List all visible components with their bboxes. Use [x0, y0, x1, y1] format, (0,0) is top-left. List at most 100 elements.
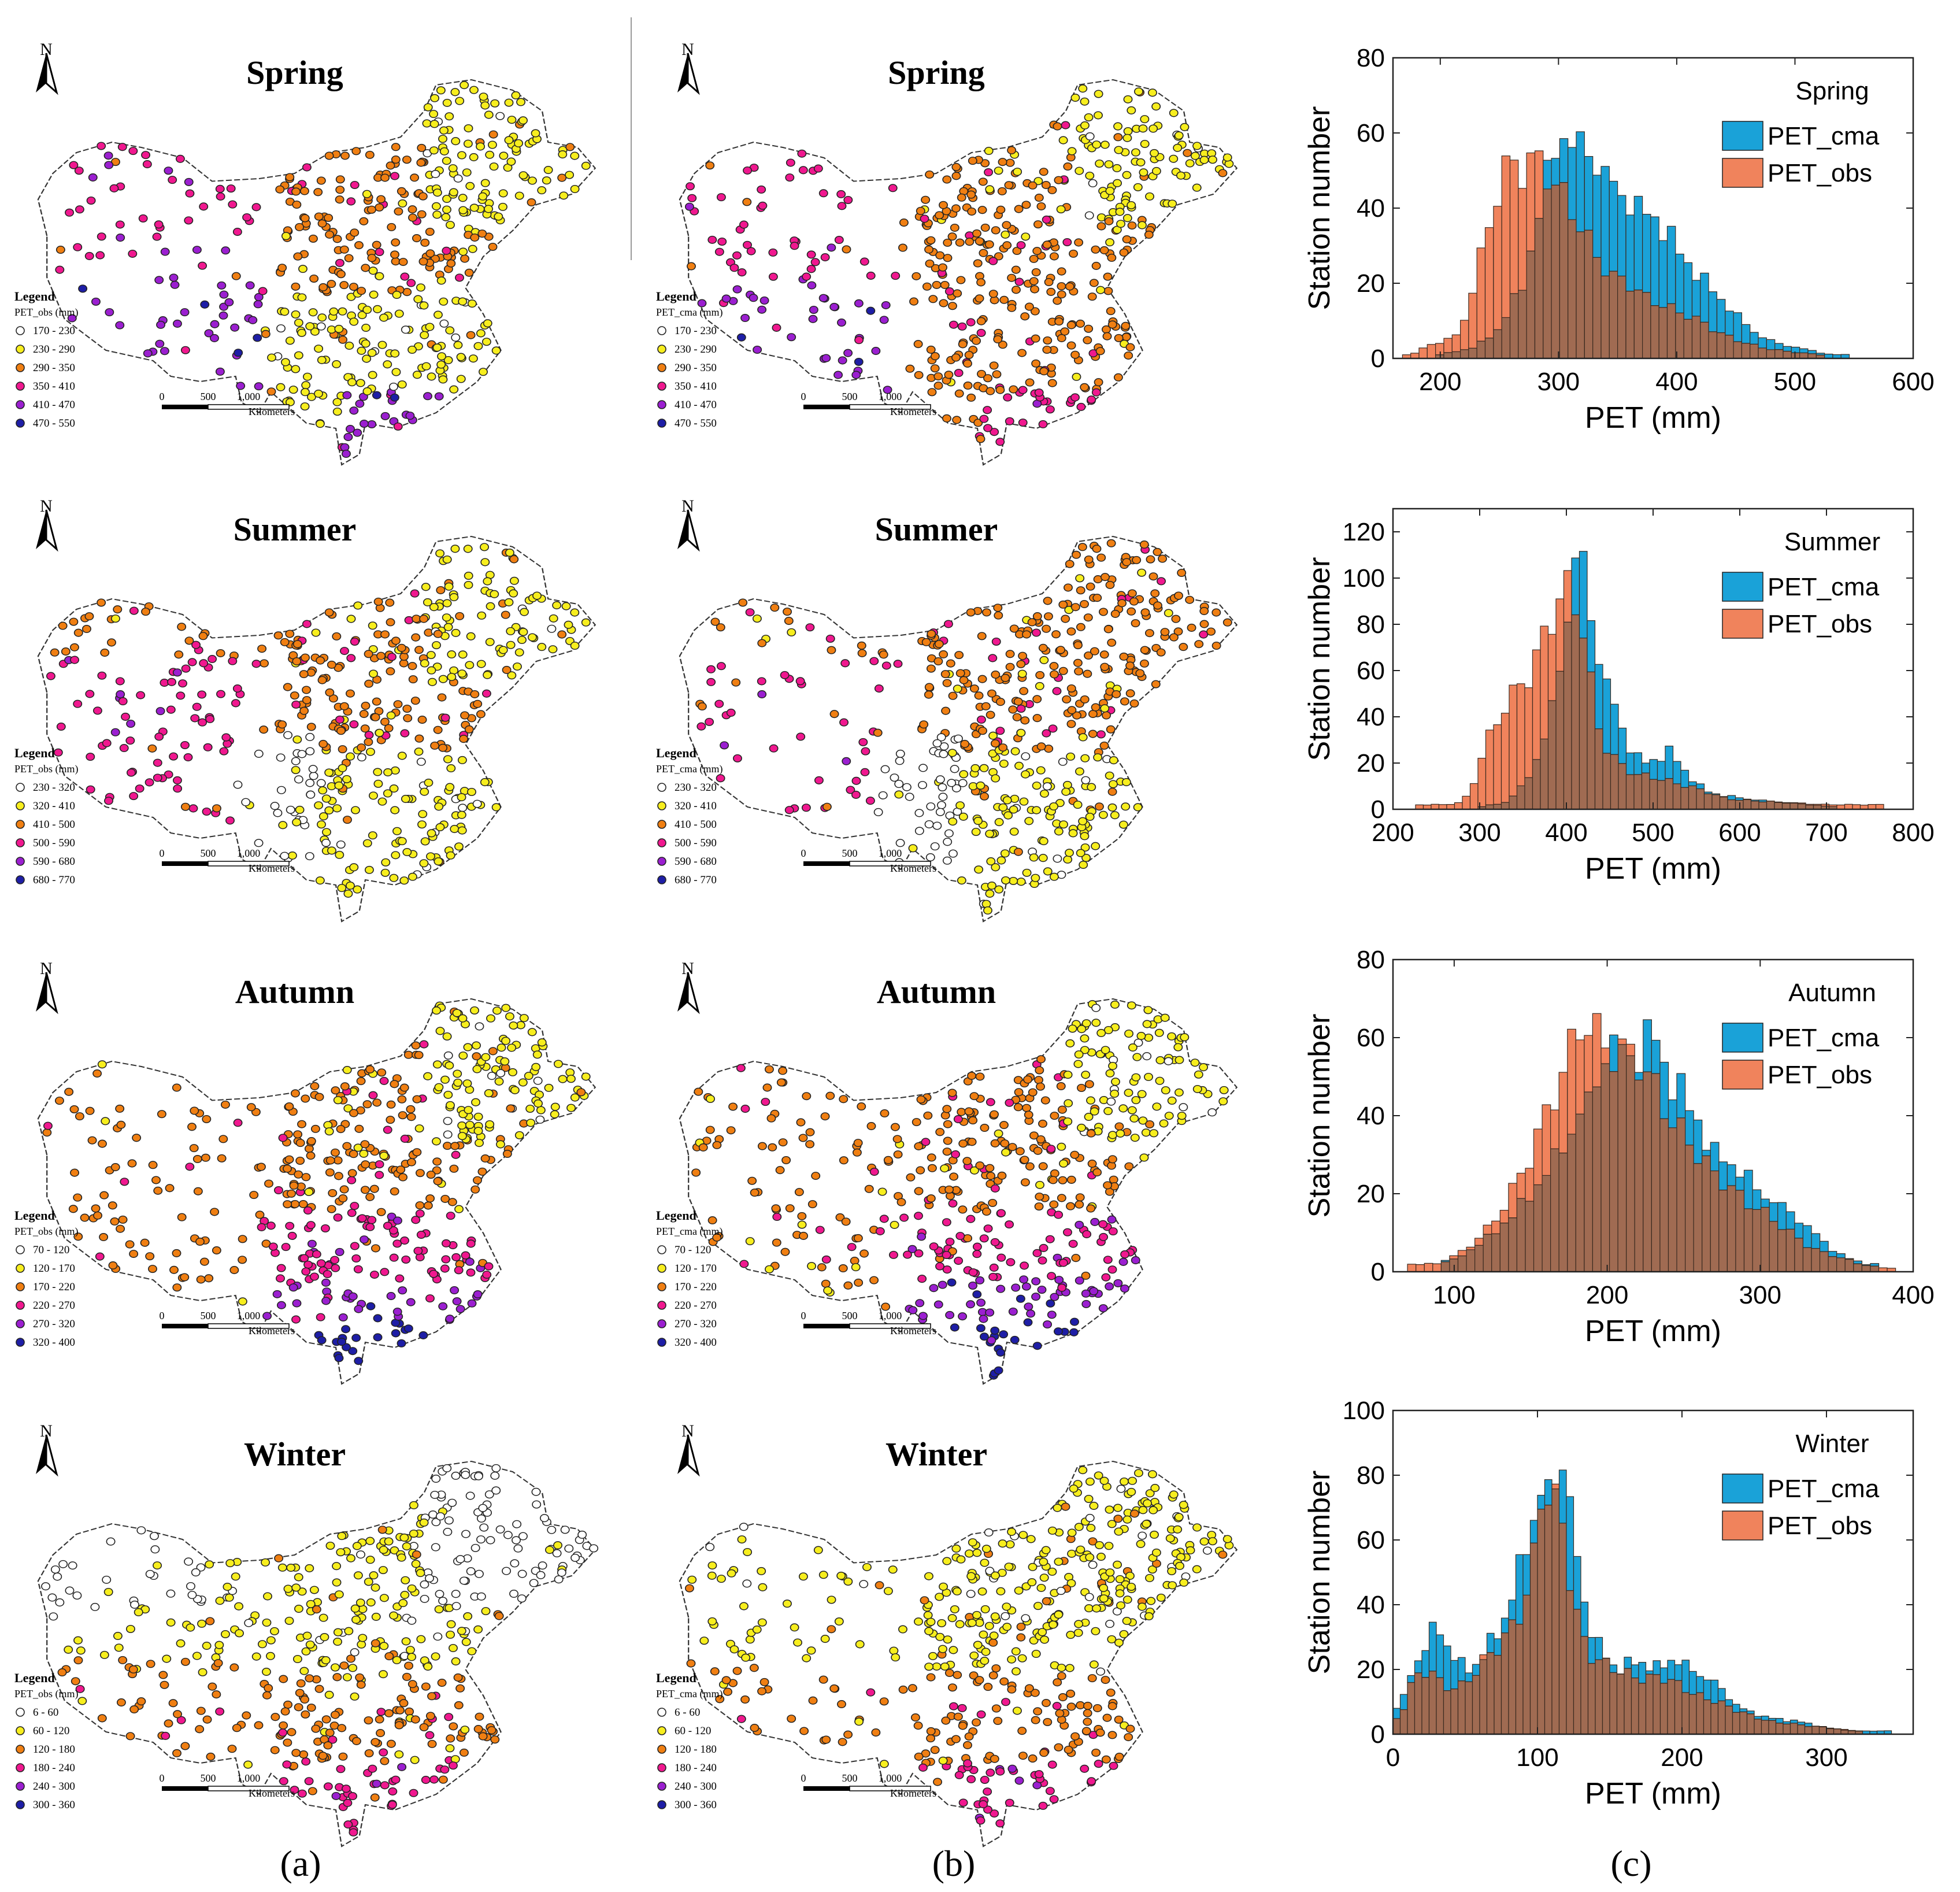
station-point — [195, 1238, 205, 1246]
station-point — [726, 708, 736, 717]
station-point — [446, 1630, 455, 1639]
station-point — [453, 1078, 463, 1087]
station-point — [947, 1614, 957, 1623]
station-point — [1142, 1052, 1152, 1061]
station-point — [1053, 1678, 1062, 1687]
station-point — [445, 1315, 455, 1323]
station-point — [940, 1662, 950, 1671]
station-point — [576, 1088, 586, 1097]
station-point — [386, 161, 395, 170]
station-point — [476, 142, 486, 151]
scale-bar-white — [208, 1323, 290, 1329]
station-point — [172, 776, 182, 784]
station-point — [795, 677, 805, 686]
station-point — [926, 345, 936, 354]
station-point — [1047, 1760, 1057, 1769]
north-label: N — [681, 497, 694, 516]
station-point — [457, 826, 467, 835]
station-point — [460, 254, 470, 263]
station-point — [151, 1176, 161, 1184]
station-point — [980, 792, 989, 801]
station-point — [167, 677, 176, 686]
bar-cma — [1651, 1039, 1661, 1074]
station-point — [103, 151, 113, 160]
station-point — [1069, 1328, 1079, 1336]
station-point — [1014, 761, 1024, 770]
station-point — [283, 1738, 292, 1747]
station-point — [362, 839, 372, 847]
bar-overlap — [1543, 188, 1552, 359]
station-point — [1033, 220, 1043, 229]
station-point — [1013, 697, 1023, 706]
station-point — [350, 1692, 360, 1701]
station-point — [218, 311, 228, 320]
station-point — [1061, 614, 1070, 623]
bar-cma — [1696, 1676, 1705, 1693]
station-point — [894, 790, 904, 799]
station-point — [267, 353, 276, 362]
station-point — [1174, 1056, 1184, 1064]
legend-swatch — [16, 857, 25, 866]
legend-range: 320 - 410 — [33, 800, 75, 812]
bar-overlap — [1421, 1677, 1430, 1735]
station-point — [389, 873, 399, 882]
station-point — [1095, 159, 1105, 168]
station-point — [365, 1065, 375, 1073]
station-point — [407, 662, 417, 671]
scale-bar-white — [849, 404, 931, 410]
station-point — [1081, 776, 1091, 784]
station-point — [463, 139, 473, 148]
station-point — [389, 382, 398, 391]
station-point — [459, 1748, 469, 1757]
station-point — [372, 240, 381, 249]
scale-tick: 1,000 — [237, 391, 261, 402]
station-point — [1054, 1743, 1064, 1752]
station-point — [310, 1082, 320, 1090]
station-point — [940, 670, 950, 679]
station-point — [766, 1114, 776, 1123]
station-point — [331, 1148, 340, 1157]
legend-range: 120 - 180 — [675, 1743, 717, 1756]
station-point — [379, 1546, 388, 1554]
station-point — [335, 850, 344, 859]
station-point — [407, 1584, 417, 1593]
station-point — [1019, 687, 1029, 695]
station-point — [412, 1095, 422, 1104]
station-point — [484, 205, 494, 213]
station-point — [738, 598, 748, 607]
station-point — [1146, 555, 1155, 564]
station-point — [257, 1223, 266, 1231]
station-point — [419, 1040, 429, 1049]
station-point — [979, 249, 988, 257]
station-point — [91, 297, 101, 306]
bar-obs — [1509, 160, 1519, 294]
station-point — [1064, 583, 1073, 592]
station-point — [972, 1718, 981, 1727]
station-point — [716, 1575, 726, 1583]
station-point — [1047, 1310, 1057, 1319]
station-point — [360, 419, 369, 428]
station-point — [1018, 651, 1028, 660]
china-outline — [679, 79, 1238, 466]
station-point — [757, 1142, 767, 1150]
station-point — [461, 1530, 470, 1538]
station-point — [864, 1184, 874, 1193]
station-point — [1094, 378, 1103, 387]
station-point — [821, 354, 831, 362]
station-point — [74, 166, 84, 175]
station-point — [1002, 1602, 1012, 1611]
station-point — [262, 1691, 272, 1700]
station-point — [925, 170, 935, 179]
station-point — [118, 697, 128, 706]
station-point — [476, 710, 486, 719]
station-point — [208, 655, 217, 664]
station-point — [416, 1231, 426, 1239]
station-point — [1014, 205, 1024, 213]
station-point — [912, 272, 921, 280]
bar-overlap — [1457, 1680, 1466, 1735]
bar-cma — [1725, 1699, 1733, 1706]
station-point — [513, 1544, 523, 1553]
station-point — [921, 1138, 931, 1146]
station-point — [365, 1193, 375, 1201]
